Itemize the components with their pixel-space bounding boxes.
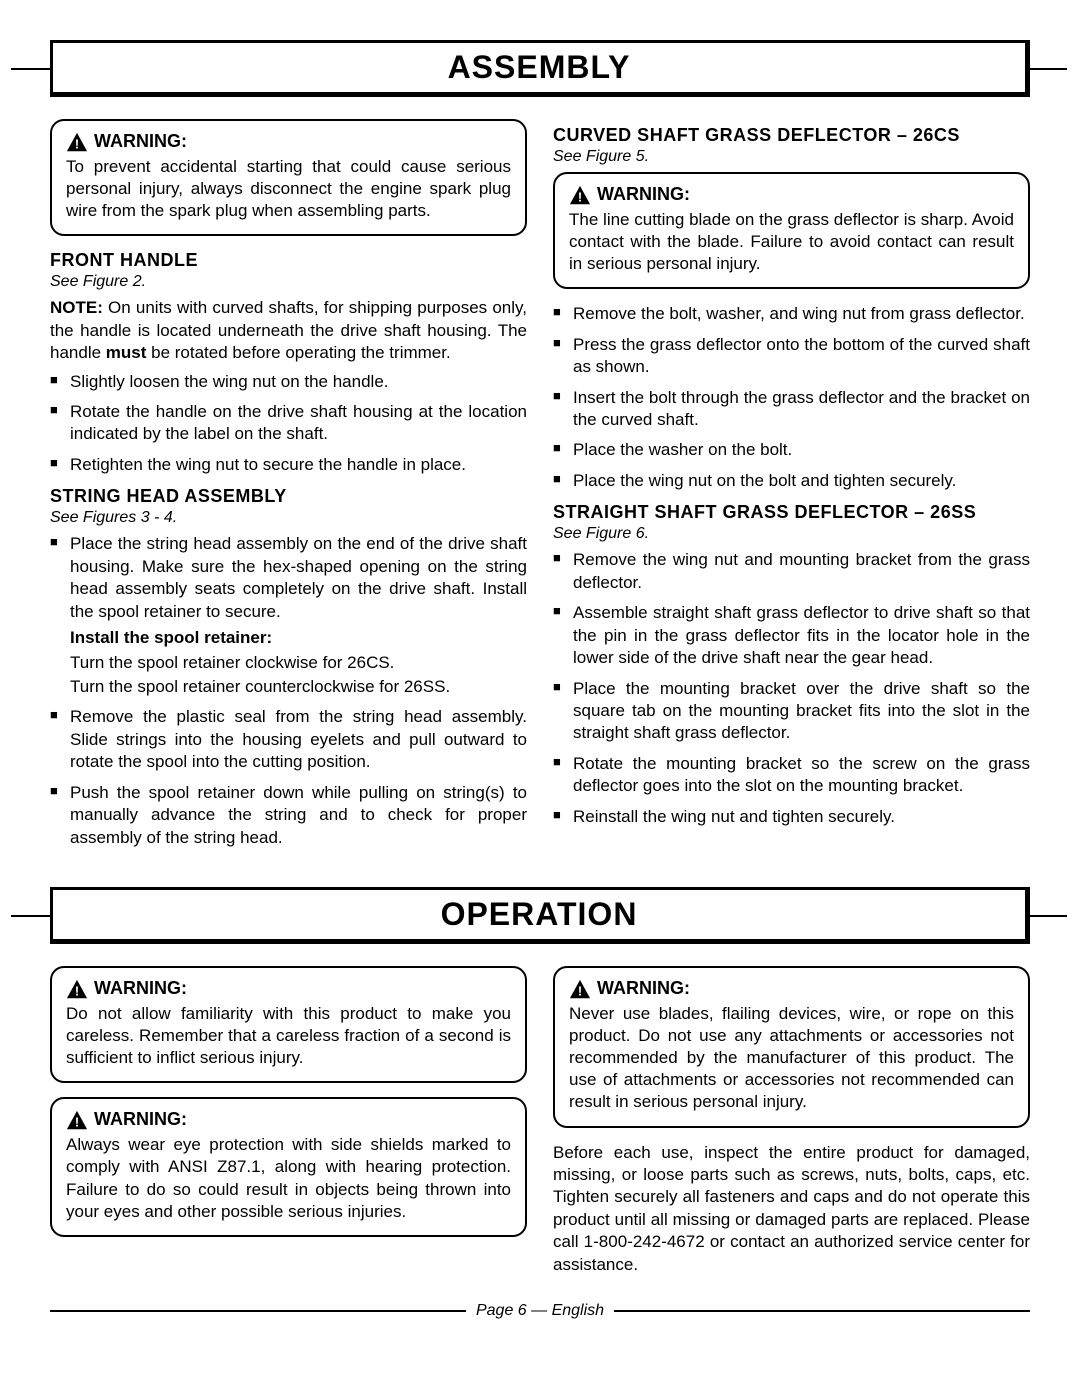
svg-text:!: !	[578, 983, 582, 998]
warning-label: WARNING:	[94, 131, 187, 152]
list-item: Place the mounting bracket over the driv…	[553, 678, 1030, 745]
footer: Page 6 — English	[50, 1302, 1030, 1320]
footer-rule-left	[50, 1310, 466, 1312]
operation-paragraph: Before each use, inspect the entire prod…	[553, 1142, 1030, 1277]
see-figure: See Figure 2.	[50, 273, 527, 291]
warning-title: ! WARNING:	[66, 1109, 511, 1130]
front-handle-title: FRONT HANDLE	[50, 250, 527, 271]
svg-text:!: !	[75, 1114, 79, 1129]
nested-install: Install the spool retainer: Turn the spo…	[70, 627, 527, 698]
footer-rule-right	[614, 1310, 1030, 1312]
warning-icon: !	[569, 185, 591, 205]
footer-text: Page 6 — English	[476, 1302, 604, 1320]
install-line: Turn the spool retainer counterclockwise…	[70, 676, 527, 698]
install-line: Turn the spool retainer clockwise for 26…	[70, 652, 527, 674]
warning-text: To prevent accidental starting that coul…	[66, 156, 511, 222]
warning-title: ! WARNING:	[569, 978, 1014, 999]
warning-text: Always wear eye protection with side shi…	[66, 1134, 511, 1222]
install-label: Install the spool retainer:	[70, 627, 527, 649]
list-item: Insert the bolt through the grass deflec…	[553, 387, 1030, 432]
warning-label: WARNING:	[597, 184, 690, 205]
curved-title: CURVED SHAFT GRASS DEFLECTOR – 26CS	[553, 125, 1030, 146]
operation-right-col: ! WARNING: Never use blades, flailing de…	[553, 966, 1030, 1282]
list-item: Press the grass deflector onto the botto…	[553, 334, 1030, 379]
warning-label: WARNING:	[94, 1109, 187, 1130]
warning-box: ! WARNING: The line cutting blade on the…	[553, 172, 1030, 289]
list-item: Place the string head assembly on the en…	[50, 533, 527, 698]
curved-bullets: Remove the bolt, washer, and wing nut fr…	[553, 303, 1030, 492]
svg-text:!: !	[75, 983, 79, 998]
list-item: Place the washer on the bolt.	[553, 439, 1030, 461]
operation-left-col: ! WARNING: Do not allow familiarity with…	[50, 966, 527, 1282]
assembly-left-col: ! WARNING: To prevent accidental startin…	[50, 119, 527, 859]
note-text: NOTE: On units with curved shafts, for s…	[50, 297, 527, 364]
straight-title: STRAIGHT SHAFT GRASS DEFLECTOR – 26SS	[553, 502, 1030, 523]
list-item: Retighten the wing nut to secure the han…	[50, 454, 527, 476]
list-item: Remove the wing nut and mounting bracket…	[553, 549, 1030, 594]
string-head-bullets: Place the string head assembly on the en…	[50, 533, 527, 849]
warning-box: ! WARNING: Never use blades, flailing de…	[553, 966, 1030, 1127]
see-figure: See Figure 6.	[553, 525, 1030, 543]
warning-text: Never use blades, flailing devices, wire…	[569, 1003, 1014, 1113]
warning-label: WARNING:	[94, 978, 187, 999]
note-label: NOTE:	[50, 298, 103, 317]
warning-text: Do not allow familiarity with this produ…	[66, 1003, 511, 1069]
list-item: Place the wing nut on the bolt and tight…	[553, 470, 1030, 492]
list-item: Rotate the handle on the drive shaft hou…	[50, 401, 527, 446]
warning-icon: !	[66, 979, 88, 999]
assembly-columns: ! WARNING: To prevent accidental startin…	[50, 119, 1030, 859]
see-figure: See Figure 5.	[553, 148, 1030, 166]
assembly-right-col: CURVED SHAFT GRASS DEFLECTOR – 26CS See …	[553, 119, 1030, 859]
svg-text:!: !	[578, 189, 582, 204]
list-item: Assemble straight shaft grass deflector …	[553, 602, 1030, 669]
operation-columns: ! WARNING: Do not allow familiarity with…	[50, 966, 1030, 1282]
see-figure: See Figures 3 - 4.	[50, 509, 527, 527]
list-item: Slightly loosen the wing nut on the hand…	[50, 371, 527, 393]
warning-box: ! WARNING: Do not allow familiarity with…	[50, 966, 527, 1083]
list-item: Remove the bolt, washer, and wing nut fr…	[553, 303, 1030, 325]
warning-label: WARNING:	[597, 978, 690, 999]
warning-box: ! WARNING: To prevent accidental startin…	[50, 119, 527, 236]
list-item: Reinstall the wing nut and tighten secur…	[553, 806, 1030, 828]
warning-box: ! WARNING: Always wear eye protection wi…	[50, 1097, 527, 1236]
list-item: Remove the plastic seal from the string …	[50, 706, 527, 773]
warning-text: The line cutting blade on the grass defl…	[569, 209, 1014, 275]
warning-icon: !	[66, 1110, 88, 1130]
straight-bullets: Remove the wing nut and mounting bracket…	[553, 549, 1030, 828]
warning-title: ! WARNING:	[66, 978, 511, 999]
list-item: Push the spool retainer down while pulli…	[50, 782, 527, 849]
list-item: Rotate the mounting bracket so the screw…	[553, 753, 1030, 798]
warning-icon: !	[569, 979, 591, 999]
front-handle-bullets: Slightly loosen the wing nut on the hand…	[50, 371, 527, 477]
warning-icon: !	[66, 132, 88, 152]
string-head-title: STRING HEAD ASSEMBLY	[50, 486, 527, 507]
svg-text:!: !	[75, 136, 79, 151]
section-header-operation: OPERATION	[50, 887, 1030, 944]
warning-title: ! WARNING:	[569, 184, 1014, 205]
section-header-assembly: ASSEMBLY	[50, 40, 1030, 97]
warning-title: ! WARNING:	[66, 131, 511, 152]
